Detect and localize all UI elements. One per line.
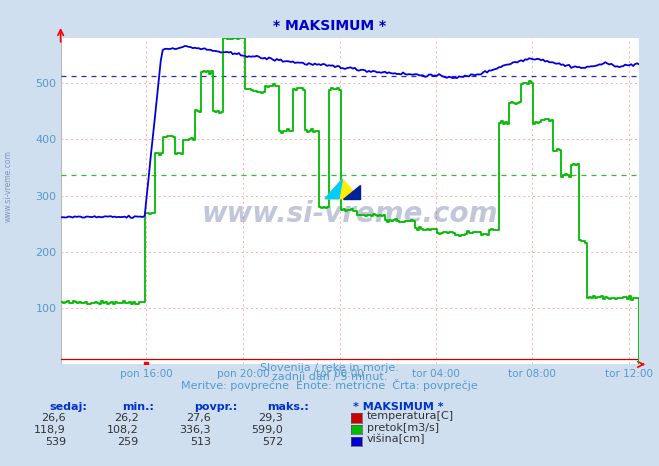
Polygon shape xyxy=(325,179,343,199)
Text: 336,3: 336,3 xyxy=(179,425,211,435)
Text: povpr.:: povpr.: xyxy=(194,402,238,412)
Text: Meritve: povprečne  Enote: metrične  Črta: povprečje: Meritve: povprečne Enote: metrične Črta:… xyxy=(181,379,478,391)
Polygon shape xyxy=(343,185,360,199)
Text: sedaj:: sedaj: xyxy=(49,402,87,412)
Text: Slovenija / reke in morje.: Slovenija / reke in morje. xyxy=(260,363,399,373)
Text: 599,0: 599,0 xyxy=(252,425,283,435)
Text: * MAKSIMUM *: * MAKSIMUM * xyxy=(353,402,444,412)
Text: 572: 572 xyxy=(262,437,283,446)
Text: 259: 259 xyxy=(117,437,138,446)
Text: www.si-vreme.com: www.si-vreme.com xyxy=(202,200,498,228)
Text: 118,9: 118,9 xyxy=(34,425,66,435)
Text: zadnji dan / 5 minut.: zadnji dan / 5 minut. xyxy=(272,372,387,382)
Text: maks.:: maks.: xyxy=(267,402,308,412)
Text: višina[cm]: višina[cm] xyxy=(367,434,426,445)
Text: 108,2: 108,2 xyxy=(107,425,138,435)
Text: 513: 513 xyxy=(190,437,211,446)
Text: pretok[m3/s]: pretok[m3/s] xyxy=(367,423,439,433)
Polygon shape xyxy=(325,179,360,199)
Text: 29,3: 29,3 xyxy=(258,413,283,423)
Text: * MAKSIMUM *: * MAKSIMUM * xyxy=(273,19,386,33)
Text: temperatura[C]: temperatura[C] xyxy=(367,411,454,421)
Text: 26,2: 26,2 xyxy=(113,413,138,423)
Text: www.si-vreme.com: www.si-vreme.com xyxy=(3,151,13,222)
Text: 27,6: 27,6 xyxy=(186,413,211,423)
Text: 539: 539 xyxy=(45,437,66,446)
Text: min.:: min.: xyxy=(122,402,154,412)
Text: 26,6: 26,6 xyxy=(42,413,66,423)
